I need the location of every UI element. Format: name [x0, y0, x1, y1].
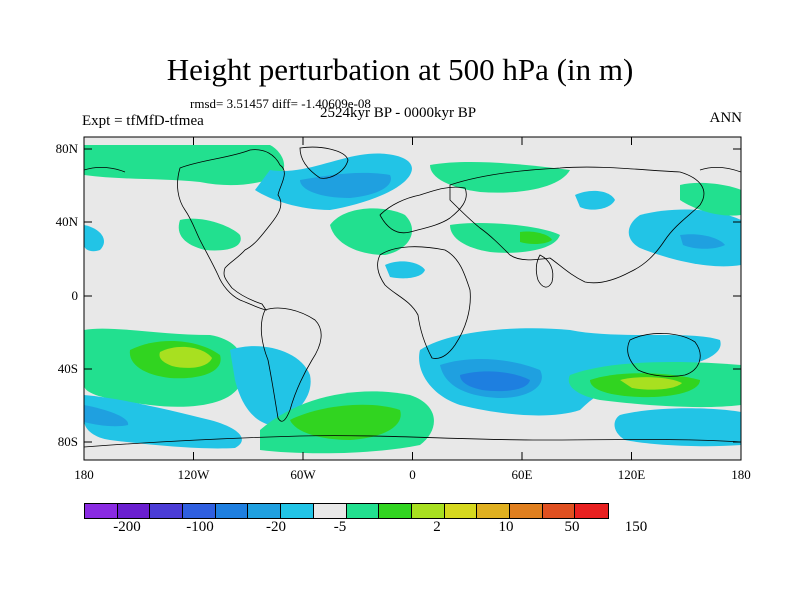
coastlines — [84, 146, 741, 448]
season-label: ANN — [709, 110, 743, 126]
colorbar-swatch — [411, 504, 445, 518]
colorbar-swatch — [215, 504, 249, 518]
contour-region — [300, 172, 391, 198]
contour-region — [575, 190, 615, 210]
colorbar — [84, 503, 609, 519]
coastline-australia — [627, 333, 701, 377]
colorbar-label: -100 — [186, 519, 214, 535]
lat-tick-label: 80S — [57, 434, 78, 449]
coastline-asia — [449, 166, 705, 284]
colorbar-label: 50 — [564, 519, 580, 535]
contour-region — [450, 223, 560, 253]
contour-region — [159, 346, 212, 368]
lon-tick-label: 60W — [290, 467, 316, 482]
coastline-greenland — [299, 146, 349, 179]
coastline-india — [535, 254, 554, 288]
contour-region — [620, 377, 682, 390]
axis-ticks — [83, 137, 742, 460]
colorbar-swatch — [117, 504, 151, 518]
coastline-africa — [377, 246, 471, 359]
contour-region — [290, 404, 401, 440]
contour-region — [680, 234, 725, 249]
contour-region — [614, 408, 741, 447]
coastline-alaska-west — [84, 166, 126, 173]
colorbar-label: -200 — [113, 519, 141, 535]
colorbar-swatch — [542, 504, 576, 518]
lat-tick-label: 40N — [55, 214, 78, 229]
coastline-south-america — [260, 307, 322, 422]
coastline-europe — [379, 186, 467, 234]
lon-tick-label: 60E — [511, 467, 533, 482]
contour-region — [680, 182, 741, 216]
lat-tick-label: 0 — [71, 288, 79, 303]
experiment-label: Expt = tfMfD-tfmea — [82, 113, 204, 129]
contour-region — [84, 225, 105, 252]
contour-region — [230, 346, 311, 425]
colorbar-label: 10 — [498, 519, 514, 535]
lat-tick-label: 80N — [55, 141, 78, 156]
colorbar-swatch — [313, 504, 347, 518]
coastline-alaska — [699, 166, 741, 173]
lat-tick-label: 40S — [57, 361, 78, 376]
lon-tick-label: 180 — [74, 467, 94, 482]
colorbar-label: -5 — [333, 519, 347, 535]
figure-title: Height perturbation at 500 hPa (in m) — [166, 52, 634, 87]
colorbar-label: 2 — [433, 519, 441, 535]
colorbar-swatch — [281, 504, 314, 518]
lon-tick-label: 0 — [409, 467, 416, 482]
colorbar-label: 150 — [624, 519, 648, 535]
colorbar-label: -20 — [266, 519, 286, 535]
colorbar-swatch — [183, 504, 216, 518]
contour-region — [330, 208, 413, 255]
colorbar-swatch — [379, 504, 412, 518]
colorbar-swatch — [248, 504, 282, 518]
lon-tick-label: 120E — [617, 467, 646, 482]
contour-region — [520, 231, 552, 245]
contour-region — [385, 261, 425, 279]
contour-region — [84, 405, 129, 427]
colorbar-swatch — [150, 504, 184, 518]
period-label: 2524kyr BP - 0000kyr BP — [320, 105, 477, 121]
coastline-antarctica — [84, 435, 741, 448]
colorbar-swatch — [575, 504, 608, 518]
colorbar-swatch — [509, 504, 543, 518]
colorbar-swatch — [85, 504, 118, 518]
colorbar-swatch — [346, 504, 380, 518]
contour-region — [84, 395, 242, 449]
rmsd-text: rmsd= 3.51457 diff= -1.40609e-08 — [190, 96, 371, 111]
lon-tick-label: 120W — [177, 467, 210, 482]
colorbar-swatch — [477, 504, 510, 518]
colorbar-swatch — [444, 504, 478, 518]
contour-region — [460, 371, 530, 392]
coastline-north-america — [177, 149, 285, 311]
lon-tick-label: 180 — [731, 467, 751, 482]
contour-fills — [84, 145, 741, 454]
